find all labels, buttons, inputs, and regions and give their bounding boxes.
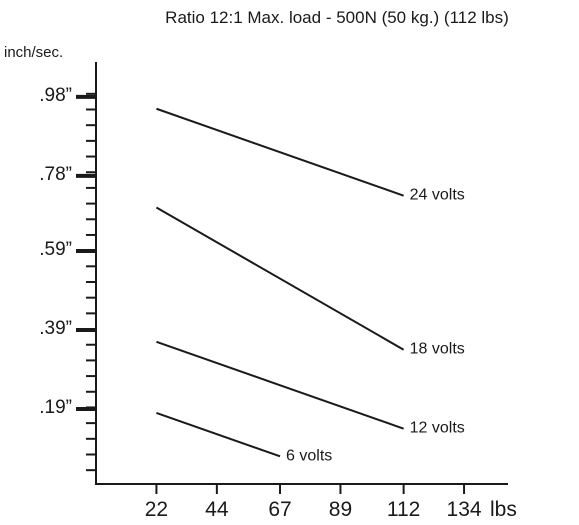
series-line: [156, 411, 281, 458]
series-line: [155, 206, 405, 351]
series-line: [156, 107, 404, 197]
x-axis-unit-label: lbs: [490, 498, 517, 521]
series-label: 6 volts: [286, 447, 332, 464]
x-ticks: 22 44 67 89 112 134: [145, 484, 482, 521]
y-tick-label: .78”: [39, 164, 72, 185]
x-tick-label: 22: [145, 498, 168, 521]
y-minor-ticks: [86, 92, 96, 472]
x-tick-label: 67: [268, 498, 291, 521]
series-label: 12 volts: [410, 420, 465, 437]
x-tick-label: 134: [447, 498, 482, 521]
chart-title: Ratio 12:1 Max. load - 500N (50 kg.) (11…: [165, 8, 509, 27]
x-tick-label: 112: [387, 498, 420, 521]
series-line: [156, 340, 404, 430]
y-tick-label: .59”: [39, 239, 72, 260]
series-label: 24 volts: [410, 187, 465, 204]
x-tick-label: 44: [205, 498, 229, 521]
y-major-ticks: .98” .78” .59” .39” .19”: [39, 85, 96, 418]
y-tick-label: .19”: [39, 397, 72, 418]
y-axis-unit-label: inch/sec.: [4, 44, 63, 61]
y-tick-label: .98”: [39, 85, 72, 106]
series-lines: 24 volts 18 volts 12 volts 6 volts: [155, 107, 465, 464]
y-tick-label: .39”: [39, 318, 72, 339]
x-tick-label: 89: [329, 498, 352, 521]
series-label: 18 volts: [410, 341, 465, 358]
